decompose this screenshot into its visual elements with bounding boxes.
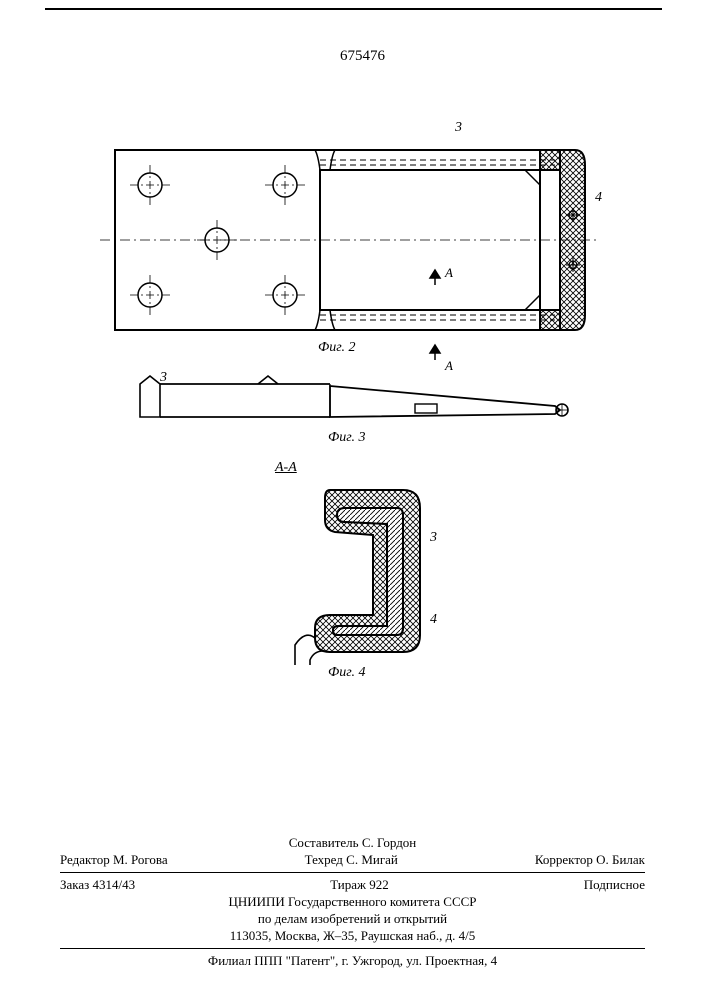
branch: Филиал ППП "Патент", г. Ужгород, ул. Про…: [60, 953, 645, 969]
callout-3-fig2: 3: [455, 120, 462, 136]
org-line2: по делам изобретений и открытий: [60, 911, 645, 927]
figure-4: [275, 480, 475, 670]
org-line1: ЦНИИПИ Государственного комитета СССР: [60, 894, 645, 910]
address: 113035, Москва, Ж–35, Раушская наб., д. …: [60, 928, 645, 944]
colophon: Составитель С. Гордон Редактор М. Рогова…: [60, 834, 645, 970]
proofreader: Корректор О. Билак: [535, 852, 645, 868]
compiler: Составитель С. Гордон: [60, 835, 645, 851]
editor: Редактор М. Рогова: [60, 852, 168, 868]
print-run: Тираж 922: [330, 877, 389, 893]
order-no: Заказ 4314/43: [60, 877, 135, 893]
callout-4-fig4: 4: [430, 612, 437, 628]
section-a-top: А: [445, 265, 453, 281]
callout-3-fig3: 3: [160, 370, 167, 386]
document-number: 675476: [340, 48, 385, 65]
callout-4-fig2: 4: [595, 190, 602, 206]
callout-3-fig4: 3: [430, 530, 437, 546]
tech-editor: Техред С. Мигай: [305, 852, 398, 868]
section-view-label: А-А: [275, 460, 297, 476]
signed: Подписное: [584, 877, 645, 893]
fig3-label: Фиг. 3: [328, 430, 366, 446]
fig4-label: Фиг. 4: [328, 665, 366, 681]
fig2-label: Фиг. 2: [318, 340, 356, 356]
